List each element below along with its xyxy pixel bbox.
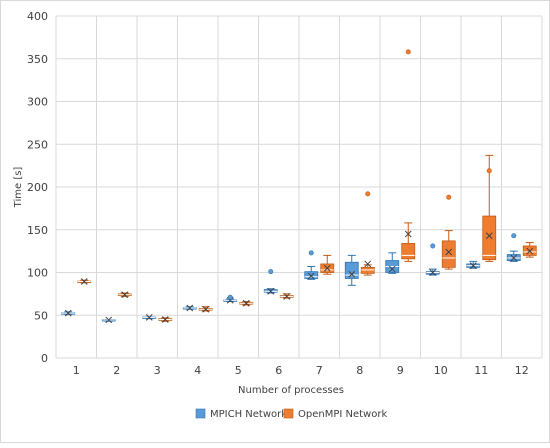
- legend: MPICH Network OpenMPI Network: [195, 408, 387, 420]
- x-tick-label: 3: [154, 364, 161, 377]
- box-iqr: [304, 271, 319, 279]
- legend-swatch: [195, 408, 206, 419]
- x-tick-label: 5: [235, 364, 242, 377]
- mean-marker: [145, 314, 153, 321]
- x-tick-label: 12: [515, 364, 529, 377]
- y-tick-label: 100: [27, 267, 48, 280]
- box-plot: [182, 304, 197, 312]
- outlier-point: [511, 233, 517, 239]
- series-1: [77, 49, 537, 323]
- x-tick-label: 6: [275, 364, 282, 377]
- mean-marker: [510, 254, 518, 262]
- outlier-point: [446, 194, 452, 200]
- mean-marker: [242, 299, 250, 307]
- x-tick-label: 4: [194, 364, 201, 377]
- y-tick-label: 300: [27, 96, 48, 109]
- x-tick-label: 1: [73, 364, 80, 377]
- box-plot: [239, 299, 254, 307]
- x-tick-label: 2: [113, 364, 120, 377]
- mean-marker: [469, 262, 477, 270]
- box-series: [61, 49, 537, 324]
- mean-marker: [202, 305, 210, 313]
- x-axis-title: Number of processes: [238, 385, 344, 396]
- box-plot: [441, 194, 456, 270]
- mean-marker: [307, 272, 315, 280]
- box-plot: [522, 242, 537, 258]
- outlier-point: [227, 294, 233, 300]
- mean-marker: [404, 230, 412, 238]
- mean-marker: [121, 291, 129, 299]
- box-iqr: [441, 240, 456, 268]
- box-iqr: [482, 215, 497, 261]
- mean-marker: [80, 278, 88, 285]
- box-plot: [198, 305, 213, 313]
- legend-swatch: [283, 408, 294, 419]
- box-plot: [385, 252, 400, 274]
- box-plot: [117, 291, 132, 299]
- box-plot: [142, 314, 157, 321]
- box-plot: [77, 278, 92, 285]
- box-plot: [320, 254, 335, 275]
- outlier-point: [486, 168, 492, 174]
- outlier-point: [430, 243, 436, 249]
- box-plot: [401, 49, 416, 262]
- gridlines: [55, 15, 543, 359]
- outlier-point: [308, 250, 314, 256]
- mean-marker: [323, 264, 331, 272]
- x-axis-ticks: 1 2 3 4 5 6 7 8 9 10 11 12: [73, 364, 529, 377]
- box-plot: [466, 260, 481, 270]
- legend-label: OpenMPI Network: [298, 409, 387, 420]
- box-plot: [344, 254, 359, 286]
- box-plot: [61, 309, 76, 317]
- y-tick-label: 350: [27, 53, 48, 66]
- series-0: [61, 233, 521, 324]
- y-tick-label: 400: [27, 10, 48, 23]
- box-plot: [482, 154, 497, 262]
- legend-label: MPICH Network: [210, 409, 287, 420]
- mean-marker: [267, 287, 275, 295]
- x-tick-label: 7: [316, 364, 323, 377]
- mean-marker: [348, 270, 356, 278]
- y-tick-label: 250: [27, 138, 48, 151]
- box-plot: [101, 316, 116, 324]
- y-tick-label: 0: [41, 352, 48, 365]
- box-plot: [223, 294, 238, 304]
- box-plot: [263, 269, 278, 295]
- y-axis-ticks: 0 50 100 150 200 250 300 350 400: [27, 10, 48, 365]
- y-axis-title: Time [s]: [13, 167, 24, 209]
- outlier-point: [365, 191, 371, 197]
- mean-marker: [364, 260, 372, 268]
- y-tick-label: 150: [27, 224, 48, 237]
- box-plot: [425, 243, 440, 276]
- x-tick-label: 10: [434, 364, 448, 377]
- mean-marker: [283, 293, 291, 300]
- mean-marker: [186, 304, 194, 312]
- mean-marker: [64, 309, 72, 317]
- outlier-point: [405, 49, 411, 55]
- outlier-point: [268, 269, 274, 275]
- x-tick-label: 9: [397, 364, 404, 377]
- mean-marker: [161, 316, 169, 323]
- mean-marker: [429, 269, 437, 276]
- mean-marker: [445, 248, 453, 256]
- box-iqr: [401, 243, 416, 260]
- box-iqr: [344, 261, 359, 279]
- box-plot: [360, 191, 375, 276]
- box-plot: [158, 316, 173, 323]
- box-plot: [304, 250, 319, 280]
- mean-marker: [485, 232, 493, 240]
- y-tick-label: 50: [34, 309, 48, 322]
- mean-marker: [526, 247, 534, 255]
- mean-marker: [105, 316, 113, 324]
- y-tick-label: 200: [27, 181, 48, 194]
- box-plot: [279, 293, 294, 300]
- x-tick-label: 11: [474, 364, 488, 377]
- box-plot: [506, 233, 521, 262]
- x-tick-label: 8: [356, 364, 363, 377]
- mean-marker: [388, 265, 396, 273]
